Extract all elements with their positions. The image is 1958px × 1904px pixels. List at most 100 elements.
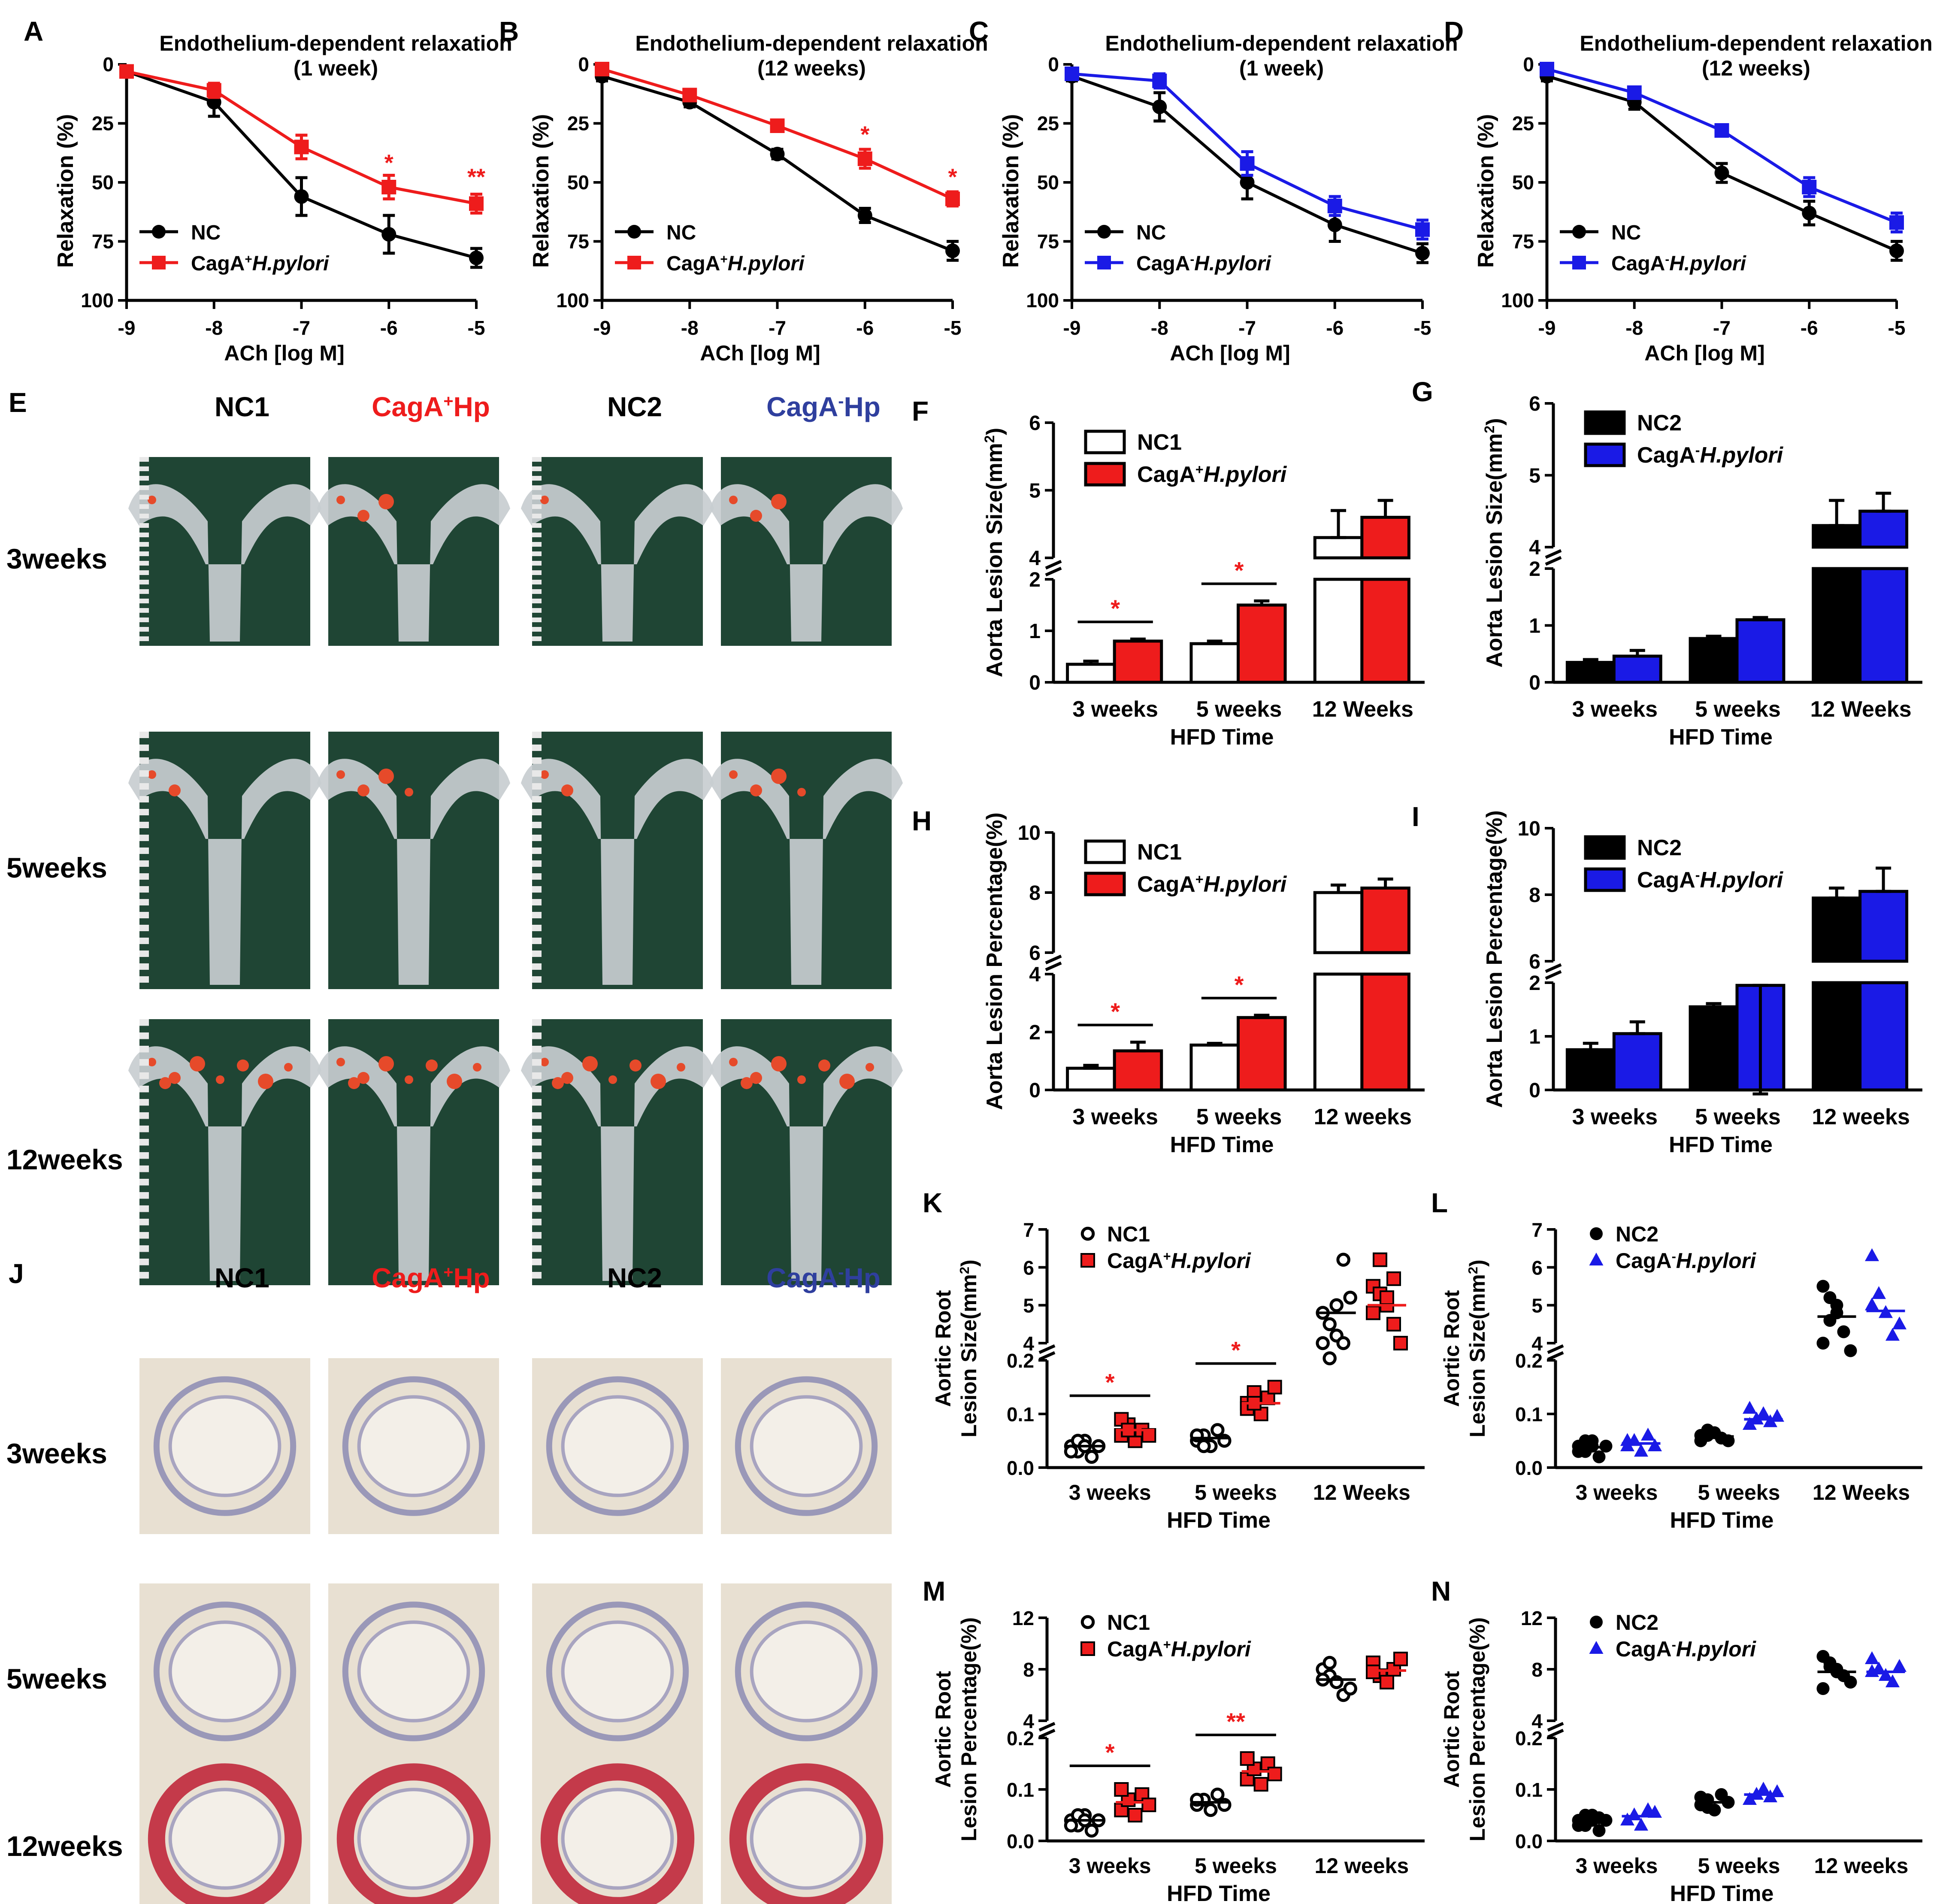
- superscript: +: [1163, 1249, 1171, 1264]
- series-line: [602, 75, 953, 252]
- ruler-tick: [139, 1072, 149, 1079]
- ruler-tick: [532, 1152, 542, 1159]
- panel-letter: I: [1412, 801, 1419, 832]
- ruler-tick: [139, 1112, 149, 1119]
- ruler-tick: [532, 860, 542, 867]
- legend-label: CagA-H.pylori: [1136, 252, 1272, 275]
- lesion-spot: [629, 1059, 642, 1072]
- x-axis-label: HFD Time: [1669, 1132, 1773, 1157]
- ruler-tick: [532, 495, 542, 499]
- data-point: [1097, 225, 1111, 239]
- data-point: [1743, 1792, 1757, 1805]
- data-point: [1253, 1777, 1268, 1792]
- ruler-tick: [139, 1059, 149, 1066]
- ruler-tick: [139, 1019, 149, 1026]
- row-label: 12weeks: [6, 1144, 123, 1175]
- x-tick-label: -7: [293, 317, 310, 339]
- superscript: +: [1163, 1637, 1171, 1652]
- data-point: [1128, 1808, 1143, 1822]
- y-tick-label: 0: [103, 53, 114, 76]
- bar: [1858, 981, 1909, 1092]
- lesion-spot: [771, 769, 787, 784]
- ruler-tick: [139, 533, 149, 537]
- data-point: [1879, 1668, 1893, 1681]
- significance-marker: *: [1231, 1337, 1241, 1364]
- text-span: NC2: [1637, 835, 1682, 860]
- column-label: NC1: [215, 391, 269, 422]
- y-tick-label: 2: [1529, 972, 1540, 995]
- ruler-tick: [532, 1165, 542, 1172]
- lesion-spot: [148, 496, 156, 504]
- data-point: [1380, 1290, 1394, 1305]
- y-axis-label: Aortic Root: [1440, 1290, 1464, 1407]
- lesion-spot: [729, 1058, 738, 1066]
- ruler-tick: [139, 561, 149, 566]
- data-point: [119, 64, 134, 79]
- data-point: [1240, 156, 1255, 171]
- data-point: [1211, 1423, 1225, 1437]
- axis-break-mark: [1038, 1344, 1056, 1354]
- data-point: [1648, 1805, 1662, 1818]
- y-tick-label: 1: [1029, 620, 1041, 643]
- ruler-tick: [532, 899, 542, 905]
- ruler-tick: [532, 835, 542, 841]
- y-tick-label: 8: [1029, 882, 1041, 905]
- text-span: CagA: [1611, 252, 1665, 275]
- lesion-spot: [540, 770, 549, 779]
- ruler-tick: [532, 848, 542, 854]
- legend-label: CagA-H.pylori: [1616, 1637, 1756, 1662]
- lesion-spot: [190, 1056, 205, 1072]
- ruler-tick: [139, 466, 149, 471]
- y-tick-label: 6: [1529, 950, 1540, 973]
- x-tick-label: -7: [1713, 317, 1731, 339]
- panel-a: A Endothelium-dependent relaxation(1 week…: [24, 16, 512, 365]
- y-tick-label: 100: [1026, 289, 1059, 312]
- ruler-tick: [139, 1179, 149, 1186]
- panel-d: D Endothelium-dependent relaxation(12 wee…: [1444, 16, 1933, 365]
- data-point: [1327, 218, 1342, 232]
- bar: [1360, 516, 1410, 560]
- y-tick-label: 0: [1029, 672, 1041, 694]
- vessel-lumen: [168, 1788, 281, 1890]
- ruler-tick: [139, 745, 149, 751]
- ruler-tick: [532, 950, 542, 957]
- data-point: [1648, 1438, 1662, 1451]
- text-span: NC2: [607, 391, 662, 422]
- data-point: [1592, 1450, 1606, 1463]
- bar: [1237, 603, 1287, 684]
- ruler-tick: [139, 599, 149, 603]
- bar: [1612, 1032, 1662, 1092]
- ruler-tick: [532, 1099, 542, 1106]
- text-span: Hp: [453, 391, 490, 422]
- superscript: 2: [982, 435, 997, 443]
- legend-label: CagA+H.pylori: [1107, 1637, 1251, 1662]
- ruler-tick: [532, 1232, 542, 1239]
- text-span: NC: [1611, 221, 1641, 244]
- y-tick-label: 5: [1531, 1295, 1543, 1317]
- ruler-tick: [139, 589, 149, 594]
- column-label: CagA-Hp: [766, 391, 881, 422]
- italic-span: H.pylori: [1700, 868, 1784, 893]
- legend-label: NC1: [1137, 430, 1182, 455]
- ruler-tick: [139, 476, 149, 481]
- ruler-tick: [532, 1126, 542, 1132]
- data-point: [682, 88, 697, 103]
- panel-letter: N: [1431, 1576, 1451, 1607]
- ruler-tick: [532, 533, 542, 537]
- lesion-spot: [818, 1059, 830, 1072]
- lesion-spot: [729, 770, 738, 779]
- data-point: [1080, 1615, 1095, 1629]
- x-axis-label: HFD Time: [1170, 725, 1274, 750]
- ruler-tick: [532, 925, 542, 931]
- bar: [1858, 509, 1909, 549]
- lesion-spot: [750, 784, 762, 796]
- ruler-tick: [532, 976, 542, 983]
- axis-break-mark: [1545, 970, 1562, 980]
- ruler-tick: [532, 783, 542, 790]
- vessel-lumen: [750, 1395, 863, 1497]
- panel-c: C Endothelium-dependent relaxation(1 week…: [969, 16, 1458, 365]
- x-tick-label: 3 weeks: [1572, 697, 1658, 722]
- aorta-shape: [317, 759, 510, 985]
- data-point: [1756, 1782, 1770, 1795]
